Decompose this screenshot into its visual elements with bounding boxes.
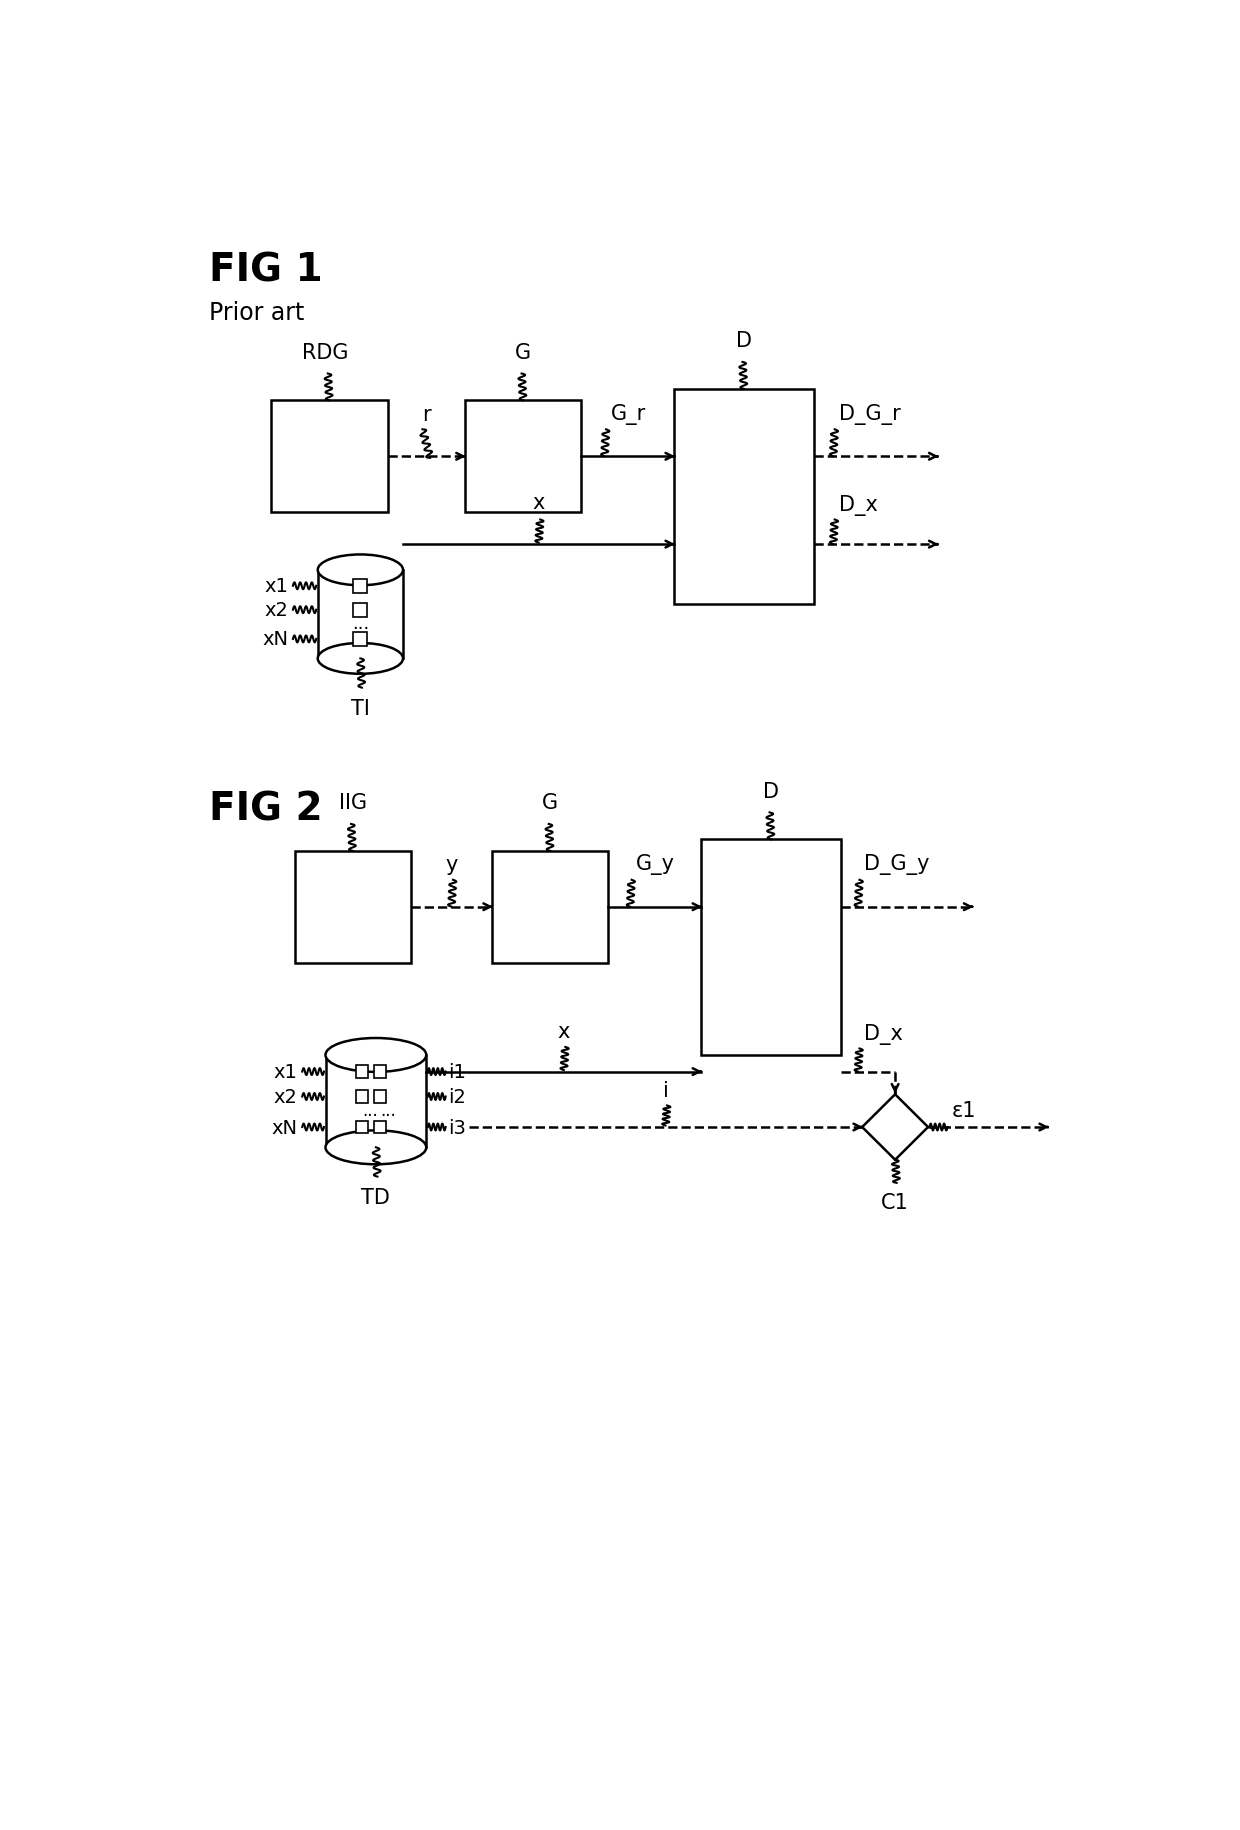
Text: r: r: [422, 404, 430, 425]
Text: y: y: [445, 855, 458, 875]
Ellipse shape: [317, 644, 403, 675]
Ellipse shape: [325, 1038, 427, 1072]
Text: x1: x1: [264, 576, 288, 597]
Text: TI: TI: [351, 699, 370, 719]
Text: ...: ...: [381, 1102, 396, 1120]
Text: FIG 1: FIG 1: [210, 251, 322, 289]
Text: G: G: [515, 342, 531, 362]
Polygon shape: [272, 401, 387, 512]
Polygon shape: [295, 851, 410, 963]
Text: TD: TD: [361, 1188, 391, 1208]
Text: D: D: [737, 331, 751, 351]
Text: D_x: D_x: [839, 494, 878, 516]
Text: G: G: [542, 792, 558, 813]
Polygon shape: [675, 390, 813, 606]
Text: ...: ...: [352, 615, 370, 633]
Polygon shape: [317, 571, 403, 659]
Polygon shape: [862, 1094, 928, 1160]
Polygon shape: [325, 1056, 427, 1147]
Polygon shape: [356, 1091, 368, 1103]
Polygon shape: [373, 1091, 386, 1103]
Text: i1: i1: [448, 1063, 466, 1082]
Polygon shape: [353, 604, 367, 617]
Text: D_x: D_x: [864, 1023, 903, 1045]
Text: i: i: [662, 1080, 668, 1100]
Ellipse shape: [317, 554, 403, 586]
Polygon shape: [356, 1065, 368, 1078]
Text: FIG 2: FIG 2: [210, 791, 322, 827]
Polygon shape: [492, 851, 609, 963]
Polygon shape: [373, 1122, 386, 1133]
Polygon shape: [353, 580, 367, 593]
Text: D_G_r: D_G_r: [839, 404, 901, 425]
Text: ...: ...: [362, 1102, 378, 1120]
Polygon shape: [373, 1065, 386, 1078]
Text: G_y: G_y: [636, 855, 676, 875]
Polygon shape: [353, 633, 367, 646]
Text: G_r: G_r: [611, 404, 646, 425]
Text: D_G_y: D_G_y: [864, 855, 930, 875]
Text: x: x: [532, 492, 544, 512]
Text: Prior art: Prior art: [210, 302, 305, 326]
Text: D: D: [763, 781, 779, 802]
Text: ε1: ε1: [951, 1100, 976, 1120]
Text: i2: i2: [448, 1087, 466, 1107]
Polygon shape: [356, 1122, 368, 1133]
Text: RDG: RDG: [303, 342, 348, 362]
Polygon shape: [702, 840, 841, 1056]
Text: xN: xN: [272, 1118, 298, 1136]
Polygon shape: [465, 401, 582, 512]
Text: x2: x2: [274, 1087, 298, 1107]
Text: i3: i3: [448, 1118, 466, 1136]
Text: x: x: [558, 1021, 570, 1041]
Text: x2: x2: [264, 600, 288, 620]
Text: x1: x1: [274, 1063, 298, 1082]
Ellipse shape: [325, 1131, 427, 1164]
Text: xN: xN: [263, 630, 288, 650]
Text: IIG: IIG: [339, 792, 367, 813]
Text: C1: C1: [882, 1193, 909, 1213]
